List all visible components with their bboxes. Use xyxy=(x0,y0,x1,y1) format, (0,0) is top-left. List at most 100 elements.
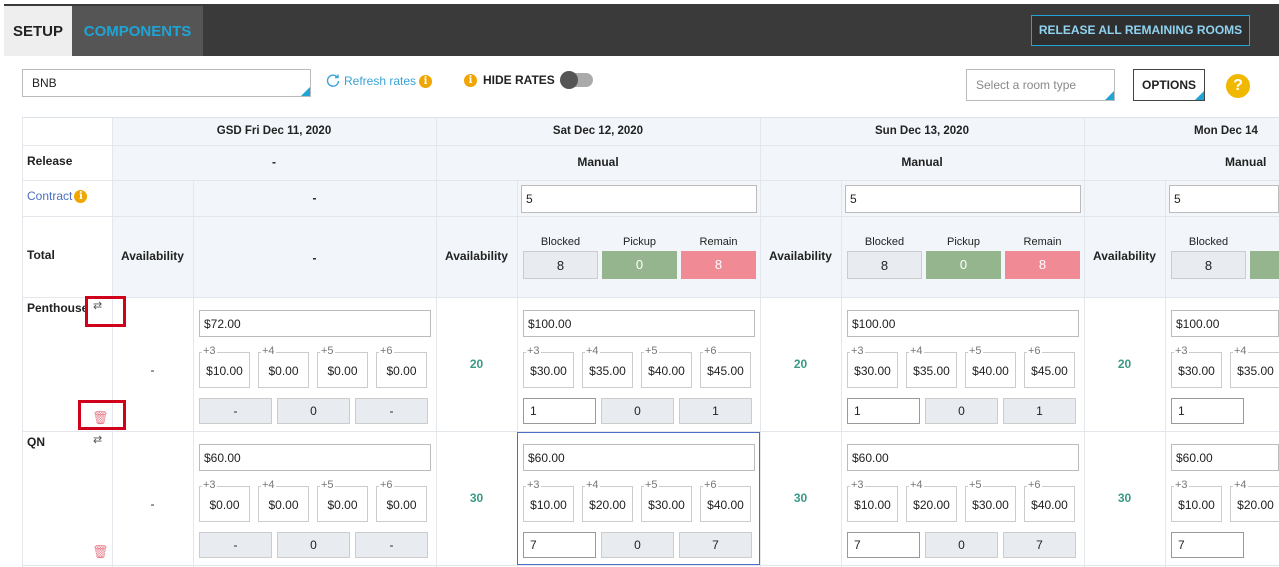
allotment-cell[interactable]: 1 xyxy=(1003,398,1076,424)
occupancy-rate-box[interactable]: +5 $40.00 xyxy=(965,345,1016,388)
allotment-input[interactable]: 7 xyxy=(1171,532,1244,558)
info-icon[interactable]: i xyxy=(419,74,433,88)
tab-setup[interactable]: SETUP xyxy=(4,6,72,56)
occupancy-rate-value: $0.00 xyxy=(327,364,358,378)
help-icon[interactable]: ? xyxy=(1226,74,1250,98)
contract-label[interactable]: Contract xyxy=(27,189,73,203)
availability-value: 30 xyxy=(793,491,808,505)
occupancy-rate-box[interactable]: +5 $30.00 xyxy=(641,479,692,522)
occupancy-rate-value: $35.00 xyxy=(1237,364,1274,378)
availability-header: Availability xyxy=(1093,249,1156,263)
occupancy-label: +3 xyxy=(202,345,217,357)
occupancy-rate-box[interactable]: +4 $0.00 xyxy=(258,479,309,522)
occupancy-rate-value: $10.00 xyxy=(854,498,891,512)
allotment-cell[interactable]: 0 xyxy=(277,532,350,558)
occupancy-rate-value: $0.00 xyxy=(268,498,299,512)
allotment-cell[interactable]: 0 xyxy=(601,398,674,424)
occupancy-rate-box[interactable]: +3 $10.00 xyxy=(847,479,898,522)
allotment-input[interactable]: 7 xyxy=(847,532,920,558)
occupancy-rate-box[interactable]: +5 $0.00 xyxy=(317,345,368,388)
occupancy-rate-box[interactable]: +6 $0.00 xyxy=(376,479,427,522)
trash-icon[interactable]: 🗑 xyxy=(92,544,109,559)
occupancy-rate-box[interactable]: +6 $40.00 xyxy=(700,479,751,522)
allotment-input[interactable]: 1 xyxy=(523,398,596,424)
grid-line xyxy=(22,145,1279,146)
options-button[interactable]: OPTIONS xyxy=(1133,69,1205,101)
availability-value: 30 xyxy=(1117,491,1132,505)
allotment-cell[interactable]: 0 xyxy=(925,398,998,424)
trash-icon[interactable]: 🗑 xyxy=(92,410,109,425)
allotment-cell[interactable]: - xyxy=(199,532,272,558)
allotment-cell[interactable]: 0 xyxy=(277,398,350,424)
contract-input[interactable]: 5 xyxy=(845,185,1081,213)
info-icon[interactable]: i xyxy=(464,73,477,87)
swap-icon[interactable]: ⇄ xyxy=(93,300,103,312)
allotment-input[interactable]: 7 xyxy=(523,532,596,558)
tab-components[interactable]: COMPONENTS xyxy=(72,6,203,56)
occupancy-rate-box[interactable]: +4 $35.00 xyxy=(1230,345,1279,388)
occupancy-label: +6 xyxy=(703,479,718,491)
occupancy-label: +4 xyxy=(585,345,600,357)
occupancy-rate-box[interactable]: +3 $30.00 xyxy=(523,345,574,388)
occupancy-rate-value: $35.00 xyxy=(913,364,950,378)
occupancy-rate-box[interactable]: +6 $45.00 xyxy=(700,345,751,388)
occupancy-rate-box[interactable]: +6 $40.00 xyxy=(1024,479,1075,522)
availability-value: 20 xyxy=(793,357,808,371)
occupancy-rate-box[interactable]: +4 $20.00 xyxy=(1230,479,1279,522)
room-type-select[interactable]: Select a room type xyxy=(966,69,1115,101)
hide-rates-control[interactable]: i HIDE RATES xyxy=(464,71,593,89)
occupancy-rate-box[interactable]: +3 $10.00 xyxy=(1171,479,1222,522)
rate-input[interactable]: $60.00 xyxy=(199,444,431,471)
allotment-cell[interactable]: - xyxy=(355,398,428,424)
occupancy-rate-box[interactable]: +5 $30.00 xyxy=(965,479,1016,522)
allotment-cell[interactable]: 7 xyxy=(1003,532,1076,558)
contract-input[interactable]: 5 xyxy=(1169,185,1279,213)
rate-input[interactable]: $72.00 xyxy=(199,310,431,337)
occupancy-label: +6 xyxy=(379,345,394,357)
occupancy-rate-box[interactable]: +3 $10.00 xyxy=(199,345,250,388)
rate-input[interactable]: $100.00 xyxy=(523,310,755,337)
occupancy-rate-box[interactable]: +4 $35.00 xyxy=(906,345,957,388)
occupancy-rate-box[interactable]: +3 $30.00 xyxy=(1171,345,1222,388)
allotment-cell[interactable]: 0 xyxy=(601,532,674,558)
blocked-value: 8 xyxy=(1171,251,1246,279)
hide-rates-toggle[interactable] xyxy=(559,71,593,89)
occupancy-rate-box[interactable]: +6 $45.00 xyxy=(1024,345,1075,388)
allotment-input[interactable]: 1 xyxy=(1171,398,1244,424)
allotment-cell[interactable]: 1 xyxy=(679,398,752,424)
occupancy-rate-box[interactable]: +4 $20.00 xyxy=(906,479,957,522)
release-value: Manual xyxy=(1225,155,1267,169)
occupancy-rate-box[interactable]: +3 $0.00 xyxy=(199,479,250,522)
occupancy-label: +3 xyxy=(526,345,541,357)
rate-input[interactable]: $60.00 xyxy=(847,444,1079,471)
rate-input[interactable]: $60.00 xyxy=(523,444,755,471)
allotment-cell[interactable]: - xyxy=(355,532,428,558)
allotment-cell[interactable]: 7 xyxy=(679,532,752,558)
allotment-cell[interactable]: 0 xyxy=(925,532,998,558)
occupancy-rate-box[interactable]: +4 $35.00 xyxy=(582,345,633,388)
dropdown-corner-icon xyxy=(301,87,310,96)
occupancy-label: +4 xyxy=(261,479,276,491)
occupancy-rate-box[interactable]: +5 $40.00 xyxy=(641,345,692,388)
info-icon[interactable]: i xyxy=(74,189,88,203)
occupancy-rate-box[interactable]: +6 $0.00 xyxy=(376,345,427,388)
occupancy-rate-value: $0.00 xyxy=(268,364,299,378)
allotment-cell[interactable]: - xyxy=(199,398,272,424)
occupancy-rate-box[interactable]: +3 $10.00 xyxy=(523,479,574,522)
occupancy-rate-box[interactable]: +5 $0.00 xyxy=(317,479,368,522)
occupancy-rate-box[interactable]: +3 $30.00 xyxy=(847,345,898,388)
release-all-remaining-rooms-button[interactable]: RELEASE ALL REMAINING ROOMS xyxy=(1031,15,1250,46)
occupancy-label: +6 xyxy=(379,479,394,491)
occupancy-rate-box[interactable]: +4 $20.00 xyxy=(582,479,633,522)
property-select[interactable]: BNB xyxy=(22,69,311,97)
occupancy-rate-box[interactable]: +4 $0.00 xyxy=(258,345,309,388)
refresh-rates-link[interactable]: Refresh rates i xyxy=(325,72,433,90)
rate-input[interactable]: $100.00 xyxy=(847,310,1079,337)
contract-input[interactable]: 5 xyxy=(521,185,757,213)
allotment-input[interactable]: 1 xyxy=(847,398,920,424)
occupancy-label: +5 xyxy=(644,345,659,357)
toggle-knob xyxy=(559,71,578,89)
rate-input[interactable]: $100.00 xyxy=(1171,310,1279,337)
rate-input[interactable]: $60.00 xyxy=(1171,444,1279,471)
swap-icon[interactable]: ⇄ xyxy=(93,434,103,446)
